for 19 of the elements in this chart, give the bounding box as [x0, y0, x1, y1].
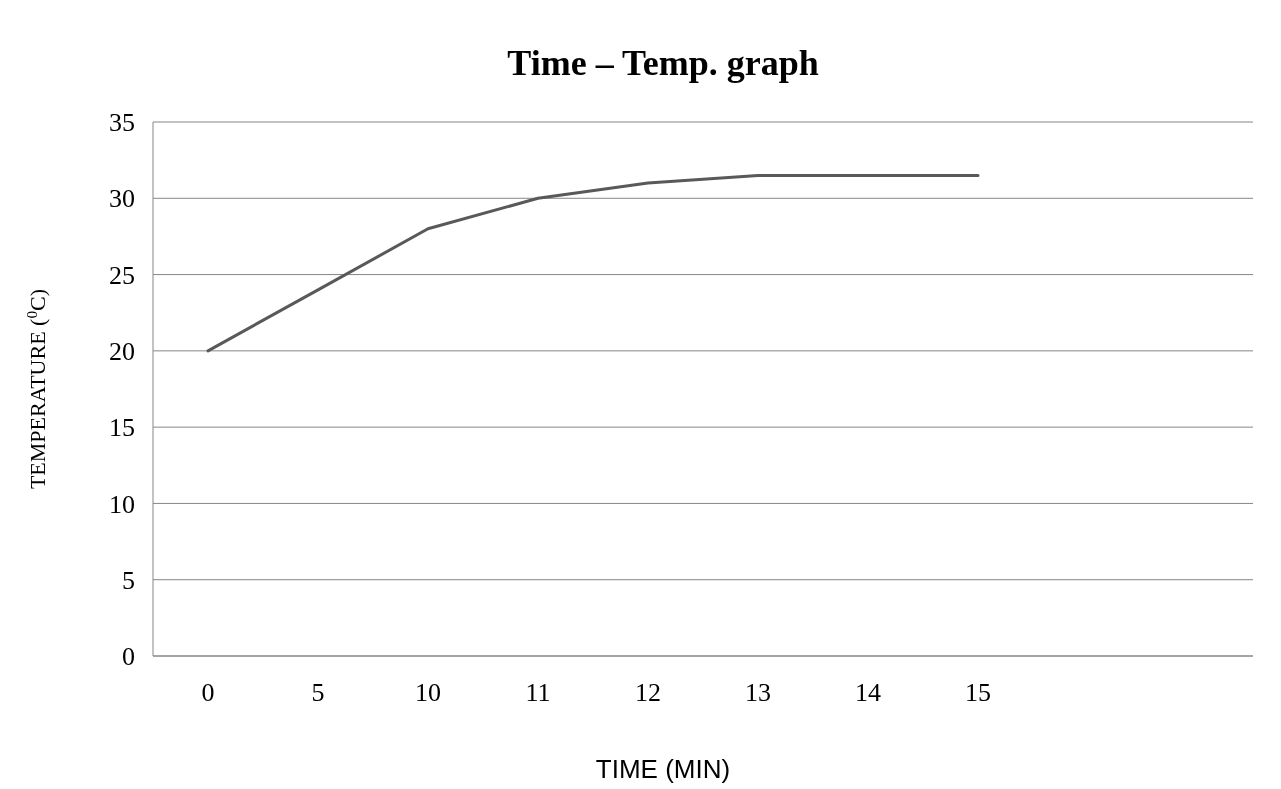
- x-tick-label: 15: [965, 678, 991, 707]
- y-tick-label: 30: [109, 184, 135, 214]
- y-tick-label: 0: [122, 642, 135, 672]
- y-tick-label: 20: [109, 336, 135, 366]
- line-series: [206, 173, 980, 353]
- x-tick-label: 10: [415, 678, 441, 707]
- y-tick-label: 5: [122, 565, 135, 595]
- x-axis-title: TIME (MIN): [595, 754, 731, 784]
- x-tick-label: 11: [525, 678, 551, 707]
- y-tick-label: 15: [109, 413, 135, 443]
- x-tick-label: 0: [201, 678, 215, 707]
- x-tick-label: 5: [311, 678, 325, 707]
- chart-title: Time – Temp. graph: [507, 43, 819, 83]
- x-tick-label: 12: [635, 678, 661, 707]
- y-tick-label: 10: [109, 489, 135, 519]
- x-tick-label: 13: [745, 678, 771, 707]
- y-tick-label: 35: [109, 108, 135, 138]
- x-tick-label: 14: [855, 678, 881, 707]
- y-tick-label: 25: [109, 260, 135, 290]
